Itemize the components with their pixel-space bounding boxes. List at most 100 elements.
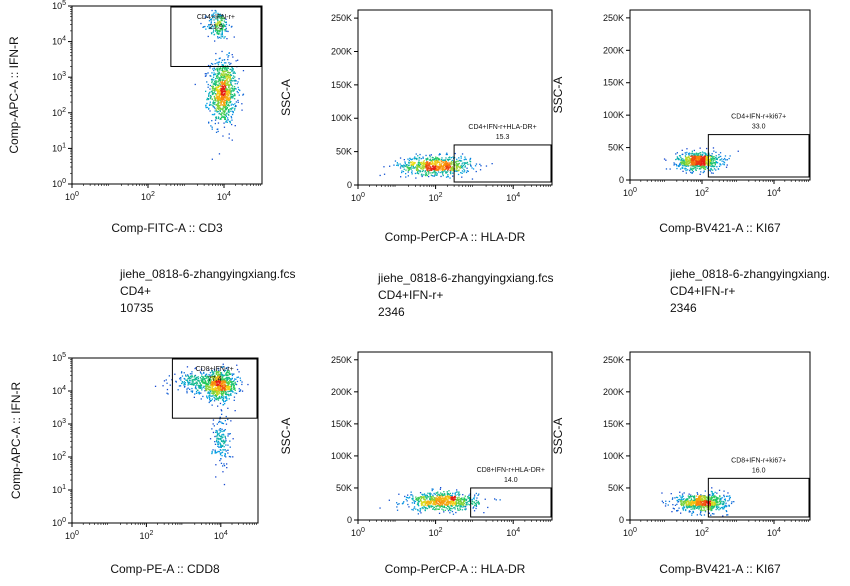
event-point [229, 378, 231, 380]
event-point [416, 165, 418, 167]
event-point [216, 93, 218, 96]
event-point [424, 499, 426, 501]
event-point [209, 438, 212, 440]
event-point [230, 393, 232, 395]
event-point [217, 25, 219, 27]
event-point [446, 158, 448, 161]
event-point [186, 366, 189, 368]
event-point [199, 385, 202, 387]
event-point [208, 374, 210, 376]
event-point [476, 497, 478, 499]
event-point [379, 507, 381, 509]
event-point [439, 504, 441, 506]
event-point [674, 163, 676, 165]
event-point [191, 387, 193, 390]
event-point [227, 71, 230, 73]
event-point [212, 68, 214, 70]
event-point [702, 161, 704, 164]
event-point [224, 403, 226, 405]
event-point [224, 97, 227, 99]
event-point [224, 95, 226, 97]
event-point [448, 502, 450, 504]
event-point [221, 428, 223, 430]
event-point [464, 504, 466, 506]
event-point [225, 107, 227, 109]
event-point [234, 392, 236, 394]
event-point [434, 163, 436, 165]
event-point [217, 63, 220, 65]
event-point [217, 32, 219, 34]
event-point [186, 390, 188, 392]
event-point [417, 171, 419, 173]
event-point [465, 158, 467, 161]
event-point [719, 163, 721, 165]
event-point [460, 166, 463, 169]
event-point [230, 62, 232, 65]
event-point [435, 497, 437, 499]
event-point [209, 385, 211, 387]
event-point [461, 170, 464, 172]
event-point [207, 391, 209, 393]
event-point [457, 499, 459, 501]
event-point [229, 83, 231, 85]
event-point [681, 165, 684, 167]
event-point [228, 398, 230, 400]
event-point [221, 15, 223, 17]
event-point [418, 500, 420, 503]
event-point [685, 163, 687, 166]
event-point [217, 37, 219, 39]
event-point [197, 380, 200, 382]
event-point [193, 383, 195, 385]
event-point [219, 25, 221, 27]
event-point [221, 59, 223, 61]
event-point [704, 164, 706, 166]
event-point [223, 369, 225, 372]
event-point [397, 503, 399, 506]
event-point [227, 92, 229, 94]
event-point [211, 387, 213, 389]
event-point [447, 496, 449, 498]
event-point [724, 500, 727, 502]
event-point [222, 465, 224, 467]
event-point [435, 159, 438, 161]
event-point [217, 30, 219, 32]
event-point [425, 154, 427, 157]
event-point [223, 97, 225, 100]
event-point [231, 25, 233, 28]
event-point [433, 167, 435, 170]
event-point [446, 493, 449, 495]
event-point [230, 81, 232, 83]
event-point [694, 167, 697, 169]
event-point [712, 160, 714, 162]
event-point [211, 383, 214, 385]
event-point [712, 162, 714, 164]
event-point [441, 165, 443, 168]
y-tick-label: 100K [603, 110, 624, 120]
event-point [442, 168, 445, 170]
event-point [688, 164, 690, 166]
event-point [179, 385, 182, 387]
event-point [217, 383, 219, 385]
event-point [447, 498, 449, 500]
event-point [211, 92, 213, 94]
event-point [237, 86, 239, 89]
event-point [226, 399, 228, 401]
event-point [422, 507, 424, 510]
event-point [444, 170, 446, 172]
event-point [229, 101, 231, 104]
event-point [227, 99, 230, 102]
event-point [438, 503, 440, 505]
event-point [223, 449, 225, 451]
event-point [491, 163, 493, 165]
event-point [225, 423, 228, 425]
event-point [183, 372, 185, 374]
event-point [225, 377, 227, 380]
event-point [222, 25, 224, 27]
event-point [216, 104, 218, 106]
event-point [683, 165, 685, 167]
event-point [449, 501, 451, 503]
event-point [209, 67, 211, 69]
event-point [418, 498, 421, 500]
event-point [227, 117, 229, 119]
